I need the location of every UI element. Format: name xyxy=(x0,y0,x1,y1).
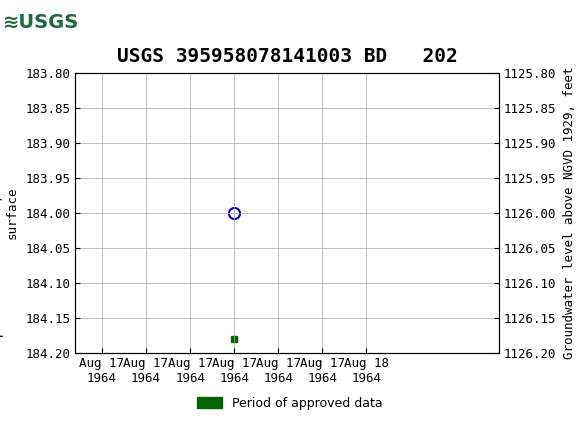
Legend: Period of approved data: Period of approved data xyxy=(192,392,388,415)
Y-axis label: Groundwater level above NGVD 1929, feet: Groundwater level above NGVD 1929, feet xyxy=(563,67,576,359)
FancyBboxPatch shape xyxy=(0,2,76,43)
Title: USGS 395958078141003 BD   202: USGS 395958078141003 BD 202 xyxy=(117,47,458,66)
Text: ≋USGS: ≋USGS xyxy=(3,13,79,32)
Text: ≡USGS: ≡USGS xyxy=(3,12,70,33)
Y-axis label: Depth to water level, feet below land
surface: Depth to water level, feet below land su… xyxy=(0,74,19,352)
